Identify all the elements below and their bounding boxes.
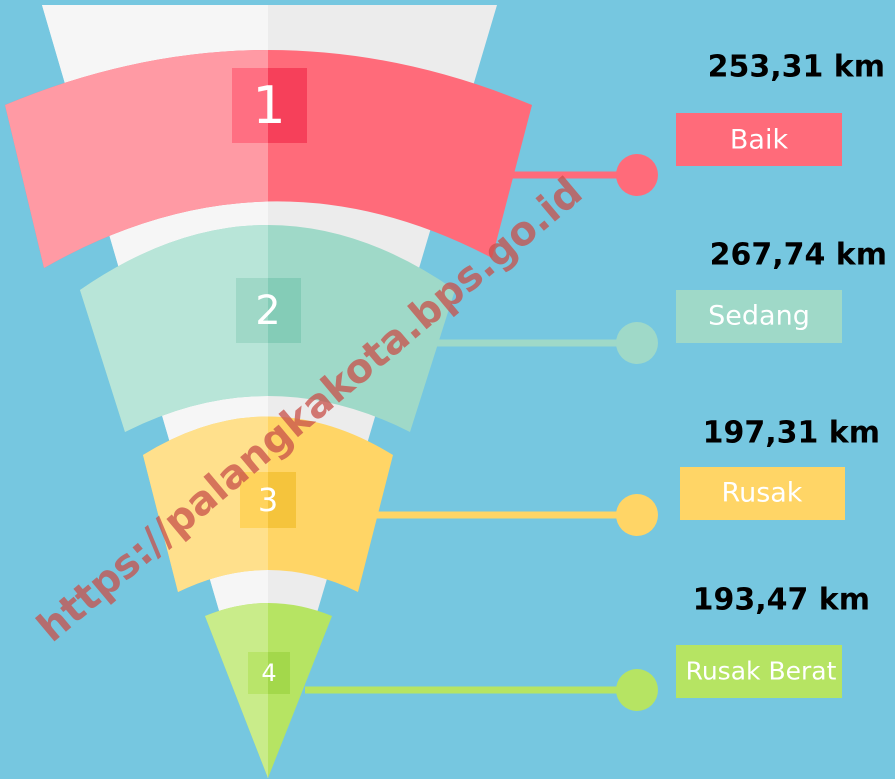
step-number: 2 xyxy=(255,288,280,334)
label-box xyxy=(676,290,842,343)
step-number: 3 xyxy=(258,481,278,519)
category-label: Sedang xyxy=(708,301,810,332)
value-text: 253,31 km xyxy=(708,50,885,85)
category-label: Rusak Berat xyxy=(686,657,837,686)
step-number: 1 xyxy=(252,76,285,136)
value-text: 193,47 km xyxy=(693,583,870,618)
category-label: Baik xyxy=(730,125,789,156)
label-box xyxy=(676,645,842,698)
label-box xyxy=(680,467,845,520)
value-text: 197,31 km xyxy=(703,416,880,451)
step-number: 4 xyxy=(261,659,276,687)
band-2 xyxy=(80,225,455,432)
connectors xyxy=(305,154,658,711)
category-label: Rusak xyxy=(722,478,803,509)
band-1 xyxy=(5,50,532,268)
band-4 xyxy=(205,603,332,778)
band-3 xyxy=(143,416,393,592)
value-text: 267,74 km xyxy=(710,238,887,273)
label-box xyxy=(676,113,842,166)
